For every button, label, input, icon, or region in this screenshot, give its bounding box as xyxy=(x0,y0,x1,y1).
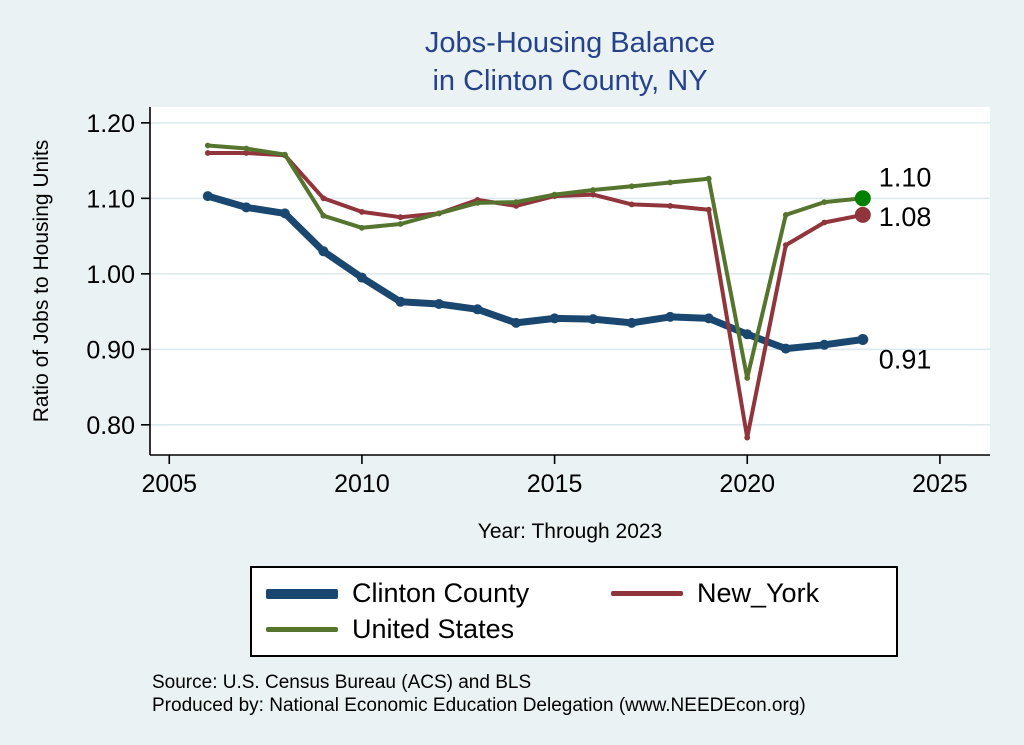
svg-text:1.08: 1.08 xyxy=(879,202,932,232)
y-axis-label: Ratio of Jobs to Housing Units xyxy=(30,139,53,423)
legend: Clinton County New_York United States xyxy=(250,566,898,657)
legend-item-united-states: United States xyxy=(266,614,611,645)
legend-label-united-states: United States xyxy=(352,613,515,644)
svg-text:2025: 2025 xyxy=(912,470,968,498)
chart-title-line2: in Clinton County, NY xyxy=(432,65,708,97)
svg-text:0.91: 0.91 xyxy=(879,345,932,375)
svg-text:1.00: 1.00 xyxy=(86,261,135,289)
svg-text:1.20: 1.20 xyxy=(86,110,135,138)
svg-text:2010: 2010 xyxy=(334,470,390,498)
legend-swatch-clinton-county xyxy=(266,588,338,599)
svg-text:0.80: 0.80 xyxy=(86,412,135,440)
legend-swatch-new-york xyxy=(611,591,683,597)
legend-swatch-united-states xyxy=(266,626,338,632)
source-line2: Produced by: National Economic Education… xyxy=(152,695,806,716)
svg-text:2005: 2005 xyxy=(141,470,197,498)
svg-text:2015: 2015 xyxy=(527,470,583,498)
chart-title: Jobs-Housing Balance in Clinton County, … xyxy=(150,24,990,100)
plot-area: 0.80 0.90 1.00 1.10 1.20 2005 2010 2015 2020 2025… xyxy=(86,107,990,498)
svg-text:1.10: 1.10 xyxy=(86,185,135,213)
legend-label-new-york: New_York xyxy=(697,578,820,609)
svg-text:2020: 2020 xyxy=(719,470,775,498)
svg-text:1.10: 1.10 xyxy=(879,162,932,192)
source-line1: Source: U.S. Census Bureau (ACS) and BLS xyxy=(152,672,532,693)
source-note: Source: U.S. Census Bureau (ACS) and BLS… xyxy=(152,671,806,717)
x-axis-label: Year: Through 2023 xyxy=(477,520,663,543)
legend-label-clinton-county: Clinton County xyxy=(352,578,530,609)
chart-title-line1: Jobs-Housing Balance xyxy=(424,27,716,59)
svg-text:0.90: 0.90 xyxy=(86,336,135,364)
legend-item-new-york: New_York xyxy=(611,578,896,609)
legend-item-clinton-county: Clinton County xyxy=(266,578,611,609)
